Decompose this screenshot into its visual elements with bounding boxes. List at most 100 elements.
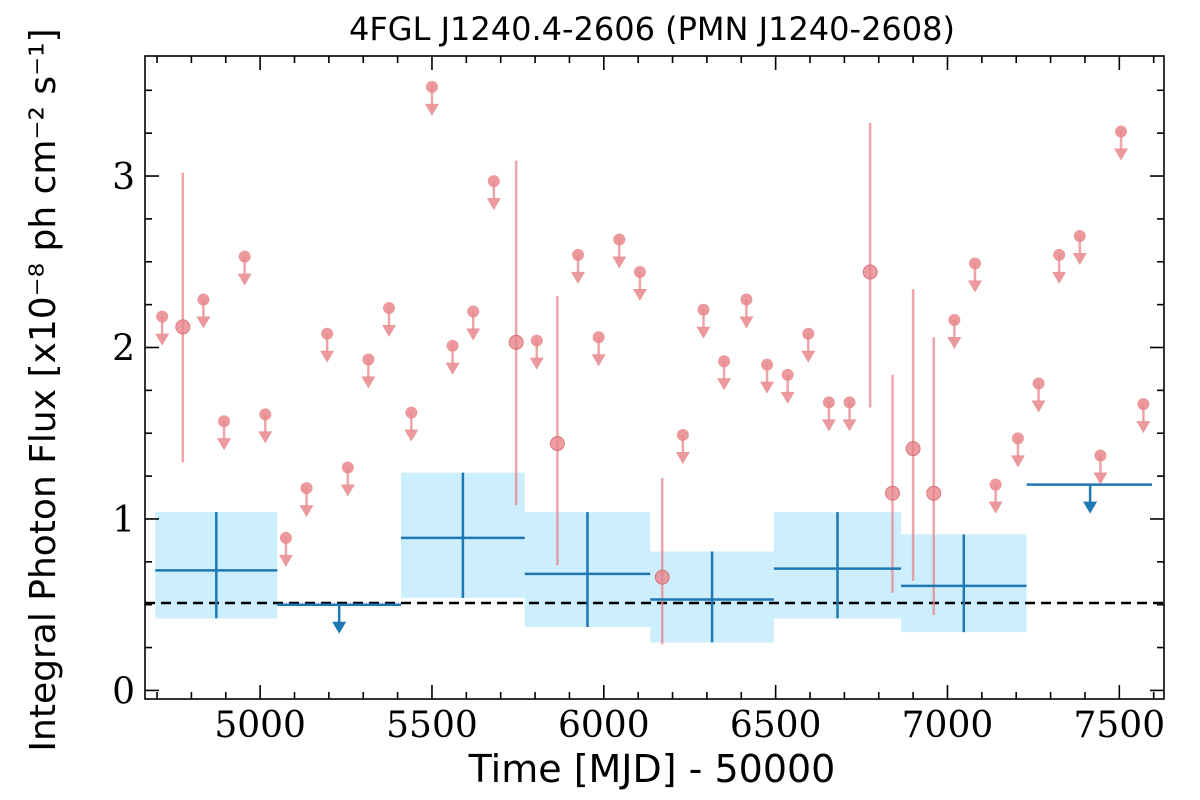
fine-upper-limit-arrowhead [1052, 271, 1067, 284]
fine-upper-limit-point [321, 327, 334, 340]
fine-upper-limit-arrowhead [1031, 400, 1046, 413]
fine-upper-limit-point [446, 339, 459, 352]
fine-upper-limit-point [613, 233, 626, 246]
fine-upper-limit-point [948, 314, 961, 327]
fine-upper-limit-arrowhead [278, 554, 293, 567]
fine-upper-limit-point [487, 175, 500, 188]
fine-upper-limit-point [300, 482, 313, 495]
x-tick-label: 7500 [1074, 705, 1166, 746]
fine-upper-limit-arrowhead [1136, 421, 1151, 434]
fine-upper-limit-point [1073, 230, 1086, 243]
fine-upper-limit-point [718, 355, 731, 368]
fine-upper-limit-point [592, 331, 605, 344]
x-tick-label: 7000 [902, 705, 994, 746]
fine-upper-limit-point [259, 408, 272, 421]
fine-bin-points [155, 80, 1151, 645]
fine-upper-limit-arrowhead [842, 419, 857, 432]
fine-upper-limit-arrowhead [571, 271, 586, 284]
y-tick-label: 0 [112, 671, 135, 712]
fine-upper-limit-arrowhead [591, 354, 606, 367]
x-axis-label: Time [MJD] - 50000 [468, 747, 836, 791]
fine-upper-limit-arrowhead [237, 273, 252, 286]
fine-upper-limit-point [989, 478, 1002, 491]
fine-upper-limit-point [781, 368, 794, 381]
fine-upper-limit-arrowhead [632, 289, 647, 302]
fine-upper-limit-point [822, 396, 835, 409]
fine-upper-limit-arrowhead [382, 325, 397, 338]
fine-upper-limit-arrowhead [320, 350, 335, 363]
fine-upper-limit-arrowhead [947, 337, 962, 350]
fine-upper-limit-point [467, 305, 480, 318]
y-tick-label: 1 [112, 500, 135, 541]
fine-upper-limit-point [218, 415, 231, 428]
fine-upper-limit-arrowhead [424, 103, 439, 116]
fine-upper-limit-arrowhead [675, 451, 690, 464]
fine-upper-limit-arrowhead [717, 378, 732, 391]
fine-upper-limit-point [761, 358, 774, 371]
fine-data-point [926, 485, 942, 501]
fine-upper-limit-arrowhead [821, 419, 836, 432]
fine-upper-limit-arrowhead [155, 333, 170, 346]
fine-upper-limit-arrowhead [217, 438, 232, 451]
fine-upper-limit-point [968, 257, 981, 270]
fine-upper-limit-arrowhead [1072, 253, 1087, 266]
chart-title: 4FGL J1240.4-2606 (PMN J1240-2608) [349, 10, 955, 48]
fine-data-point [905, 441, 921, 457]
x-tick-label: 6000 [558, 705, 650, 746]
x-tick-label: 5000 [214, 705, 306, 746]
fine-data-point [508, 334, 524, 350]
fine-upper-limit-arrowhead [299, 505, 314, 518]
plot-frame [144, 55, 1165, 700]
x-tick-label: 6500 [730, 705, 822, 746]
fine-upper-limit-arrowhead [988, 501, 1003, 514]
fine-upper-limit-point [572, 248, 585, 261]
fine-upper-limit-point [341, 461, 354, 474]
fine-upper-limit-point [676, 428, 689, 441]
fine-upper-limit-arrowhead [801, 350, 816, 363]
fine-upper-limit-point [1137, 398, 1150, 411]
fine-upper-limit-arrowhead [967, 280, 982, 293]
fine-upper-limit-point [633, 266, 646, 279]
fine-upper-limit-arrowhead [258, 431, 273, 444]
fine-upper-limit-arrowhead [196, 316, 211, 329]
fine-upper-limit-arrowhead [445, 362, 460, 375]
fine-data-point [884, 485, 900, 501]
fine-data-point [654, 569, 670, 585]
fine-upper-limit-point [1032, 377, 1045, 390]
x-tick-label: 5500 [386, 705, 478, 746]
fine-upper-limit-arrowhead [340, 484, 355, 497]
fine-upper-limit-arrowhead [361, 376, 376, 389]
axis-ticks: 5000 5500 6000 6500 7000 7500 0 1 2 3 [112, 56, 1165, 746]
fine-upper-limit-point [802, 327, 815, 340]
fine-upper-limit-arrowhead [529, 357, 544, 370]
fine-data-point [862, 264, 878, 280]
fine-upper-limit-arrowhead [486, 198, 501, 211]
fine-upper-limit-point [425, 80, 438, 93]
fine-upper-limit-point [383, 302, 396, 315]
fine-upper-limit-arrowhead [696, 326, 711, 339]
fine-upper-limit-arrowhead [612, 256, 627, 269]
y-tick-label: 3 [112, 157, 135, 198]
fine-upper-limit-arrowhead [1010, 455, 1025, 468]
fine-upper-limit-point [843, 396, 856, 409]
fine-upper-limit-point [238, 250, 251, 263]
fine-upper-limit-arrowhead [739, 316, 754, 329]
fine-data-point [175, 319, 191, 335]
coarse-upper-limit-arrowhead [332, 621, 347, 634]
fine-upper-limit-point [530, 334, 543, 347]
fine-upper-limit-arrowhead [466, 328, 481, 341]
fine-upper-limit-point [156, 310, 169, 323]
fine-upper-limit-point [362, 353, 375, 366]
fine-upper-limit-point [1011, 432, 1024, 445]
fine-upper-limit-arrowhead [404, 429, 419, 442]
fine-upper-limit-arrowhead [1114, 148, 1129, 161]
fine-upper-limit-point [279, 531, 292, 544]
fine-upper-limit-point [197, 293, 210, 306]
fine-upper-limit-arrowhead [780, 391, 795, 404]
fine-upper-limit-arrowhead [1093, 472, 1108, 485]
coarse-bin-points [155, 472, 1152, 643]
fine-upper-limit-point [740, 293, 753, 306]
y-tick-label: 2 [112, 328, 135, 369]
fine-upper-limit-point [405, 406, 418, 419]
